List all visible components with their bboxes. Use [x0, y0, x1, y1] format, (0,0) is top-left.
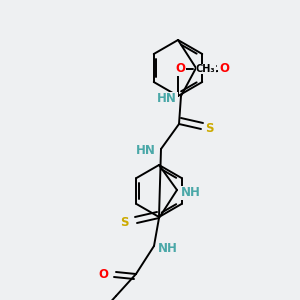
Text: S: S — [205, 122, 213, 136]
Text: NH: NH — [158, 242, 178, 254]
Text: HN: HN — [157, 92, 177, 106]
Text: HN: HN — [136, 145, 156, 158]
Text: NH: NH — [181, 187, 201, 200]
Text: O: O — [175, 62, 185, 76]
Text: O: O — [98, 268, 108, 281]
Text: O: O — [219, 61, 229, 74]
Text: S: S — [121, 217, 129, 230]
Text: CH₃: CH₃ — [196, 64, 216, 74]
